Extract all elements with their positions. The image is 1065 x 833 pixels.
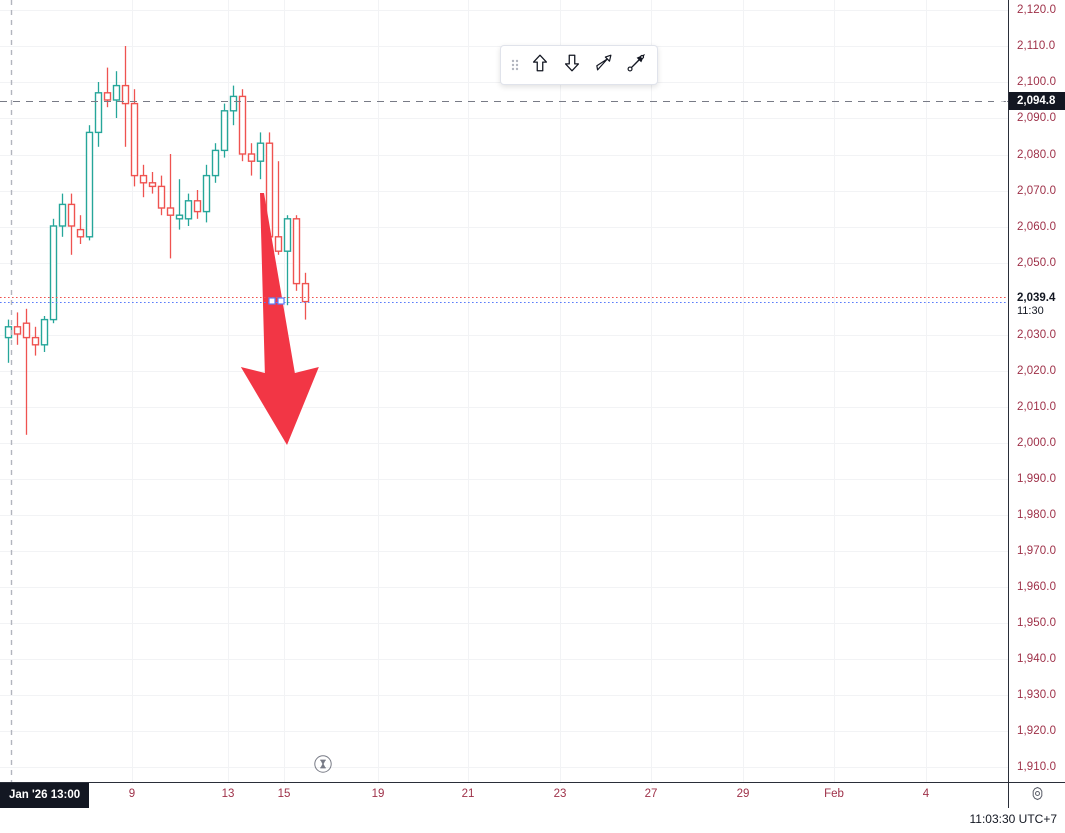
arrow-marker-tool[interactable] bbox=[589, 50, 619, 80]
price-tick: 2,000.0 bbox=[1017, 437, 1057, 449]
price-tick: 2,070.0 bbox=[1017, 185, 1057, 197]
arrow-down-icon bbox=[561, 52, 583, 79]
arrow-down-tool[interactable] bbox=[557, 50, 587, 80]
price-tick: 1,970.0 bbox=[1017, 545, 1057, 557]
drag-handle-icon[interactable] bbox=[507, 50, 523, 80]
drawing-toolbar[interactable] bbox=[500, 45, 658, 85]
time-tick: 19 bbox=[371, 788, 385, 800]
chart-overlays[interactable] bbox=[0, 0, 1008, 782]
time-axis[interactable]: 9 13 15 19 21 23 27 29 Feb 4 Jan '26 13:00 bbox=[0, 782, 1008, 808]
price-tick: 2,080.0 bbox=[1017, 149, 1057, 161]
time-tick: 23 bbox=[553, 788, 567, 800]
price-tick: 2,060.0 bbox=[1017, 221, 1057, 233]
arrow-up-icon bbox=[529, 52, 551, 79]
time-tick: 21 bbox=[461, 788, 475, 800]
arrow-line-tool[interactable] bbox=[621, 50, 651, 80]
last-price-value: 2,094.8 bbox=[1017, 95, 1056, 107]
plus-circle-icon[interactable] bbox=[993, 94, 1008, 109]
price-tick: 1,950.0 bbox=[1017, 617, 1057, 629]
time-tick: 4 bbox=[922, 788, 930, 800]
status-clock: 11:03:30 UTC+7 bbox=[969, 812, 1058, 826]
price-tick: 2,030.0 bbox=[1017, 329, 1057, 341]
price-tick: 2,120.0 bbox=[1017, 4, 1057, 16]
hourglass-icon bbox=[313, 754, 333, 779]
price-tick: 1,930.0 bbox=[1017, 689, 1057, 701]
last-price-badge[interactable]: 2,094.8 bbox=[993, 92, 1065, 110]
price-tick: 1,990.0 bbox=[1017, 473, 1057, 485]
countdown-button[interactable] bbox=[313, 754, 333, 779]
arrow-up-tool[interactable] bbox=[525, 50, 555, 80]
candlestick-series[interactable] bbox=[0, 0, 1008, 782]
time-tick: 27 bbox=[644, 788, 658, 800]
price-tick: 1,980.0 bbox=[1017, 509, 1057, 521]
price-axis[interactable]: 2,120.0 2,110.0 2,100.0 2,090.0 2,080.0 2,070… bbox=[993, 0, 1065, 782]
time-tick: 13 bbox=[221, 788, 235, 800]
arrow-line-icon bbox=[625, 52, 647, 79]
time-tick: 15 bbox=[277, 788, 291, 800]
price-tick: 2,090.0 bbox=[1017, 112, 1057, 124]
chart-settings-button[interactable] bbox=[1008, 782, 1065, 808]
time-tick: Feb bbox=[824, 788, 844, 800]
chart-pane[interactable] bbox=[0, 0, 1008, 782]
price-tick: 1,940.0 bbox=[1017, 653, 1057, 665]
gear-icon bbox=[1030, 786, 1045, 806]
chart-gridlines bbox=[0, 0, 1008, 782]
price-tick: 1,960.0 bbox=[1017, 581, 1057, 593]
price-tick: 2,020.0 bbox=[1017, 365, 1057, 377]
time-tick: 29 bbox=[736, 788, 750, 800]
time-tick: 9 bbox=[128, 788, 136, 800]
price-tick: 2,110.0 bbox=[1017, 40, 1056, 52]
price-tick: 1,920.0 bbox=[1017, 725, 1057, 737]
price-tick: 2,050.0 bbox=[1017, 257, 1057, 269]
price-tick: 1,910.0 bbox=[1017, 761, 1057, 773]
price-tick: 2,100.0 bbox=[1017, 76, 1057, 88]
crosshair-price-label: 2,039.4 11:30 bbox=[1017, 292, 1055, 318]
crosshair-time: 11:30 bbox=[1017, 305, 1044, 317]
price-tick: 2,010.0 bbox=[1017, 401, 1057, 413]
current-time-badge[interactable]: Jan '26 13:00 bbox=[0, 783, 90, 808]
crosshair-price: 2,039.4 bbox=[1017, 292, 1056, 304]
arrow-marker-icon bbox=[593, 52, 615, 79]
